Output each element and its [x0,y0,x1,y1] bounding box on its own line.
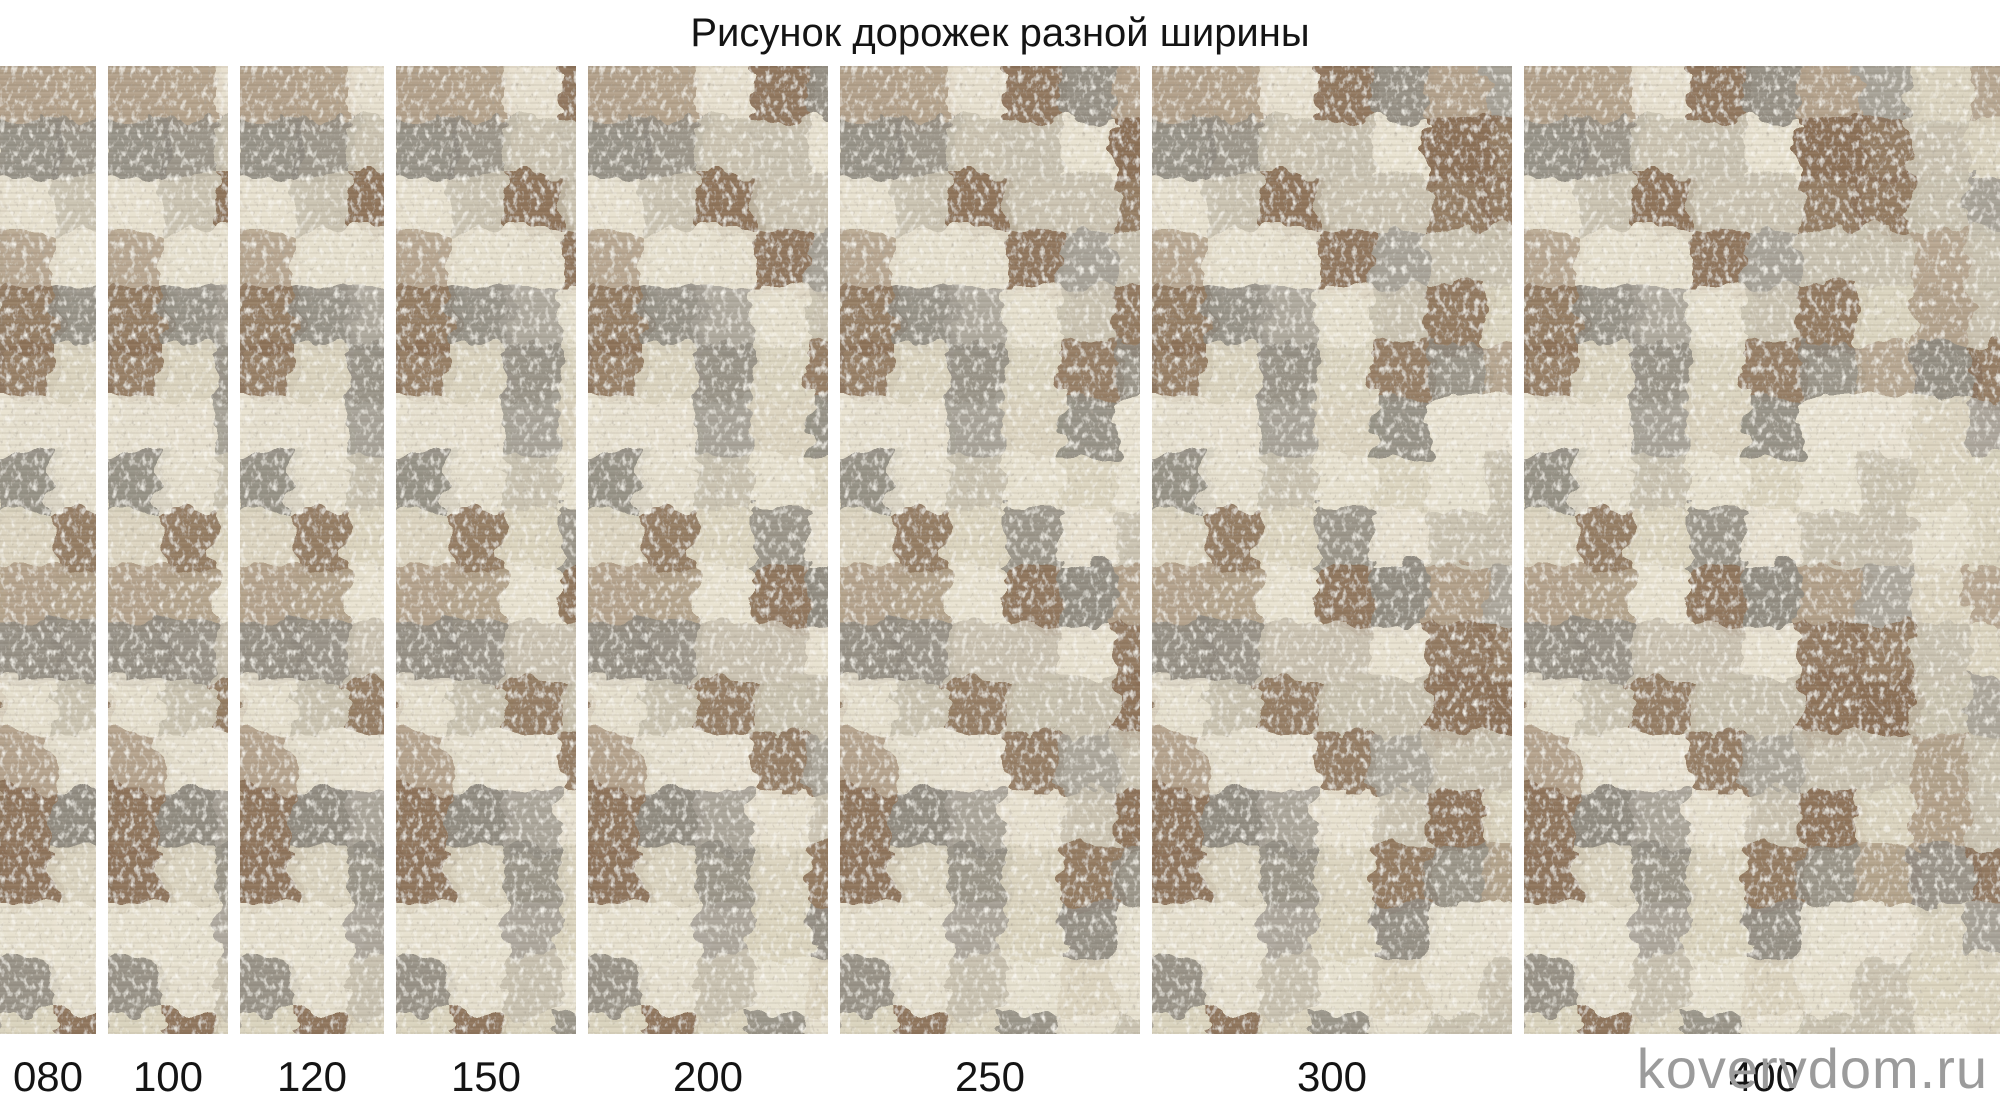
carpet-texture [0,66,96,1034]
runner-width-label: 300 [1296,1052,1368,1100]
runner-strip: 150 [396,66,576,1107]
runner-width-label: 250 [954,1052,1026,1100]
runner-width-label: 120 [276,1052,348,1100]
carpet-texture [108,66,228,1034]
carpet-texture [1524,66,2000,1034]
carpet-texture [396,66,576,1034]
runner-strip: 300 [1152,66,1512,1107]
carpet-texture [240,66,384,1034]
runner-width-label: 200 [672,1052,744,1100]
runner-strips-row: 080 100 120 150 200 250 300 400 [0,66,2000,1107]
runner-strip: 120 [240,66,384,1107]
watermark: kovervdom.ru [1636,1037,1988,1100]
runner-width-label: 150 [450,1052,522,1100]
runner-strip: 400 [1524,66,2000,1107]
runner-width-label: 400 [1728,1052,1800,1100]
runner-strip: 250 [840,66,1140,1107]
runner-width-label: 100 [132,1052,204,1100]
runner-strip: 100 [108,66,228,1107]
runner-strip: 080 [0,66,96,1107]
carpet-texture [588,66,828,1034]
carpet-texture [840,66,1140,1034]
page-title: Рисунок дорожек разной ширины [690,10,1310,55]
carpet-texture [1152,66,1512,1034]
runner-width-label: 080 [12,1052,84,1100]
runner-strip: 200 [588,66,828,1107]
